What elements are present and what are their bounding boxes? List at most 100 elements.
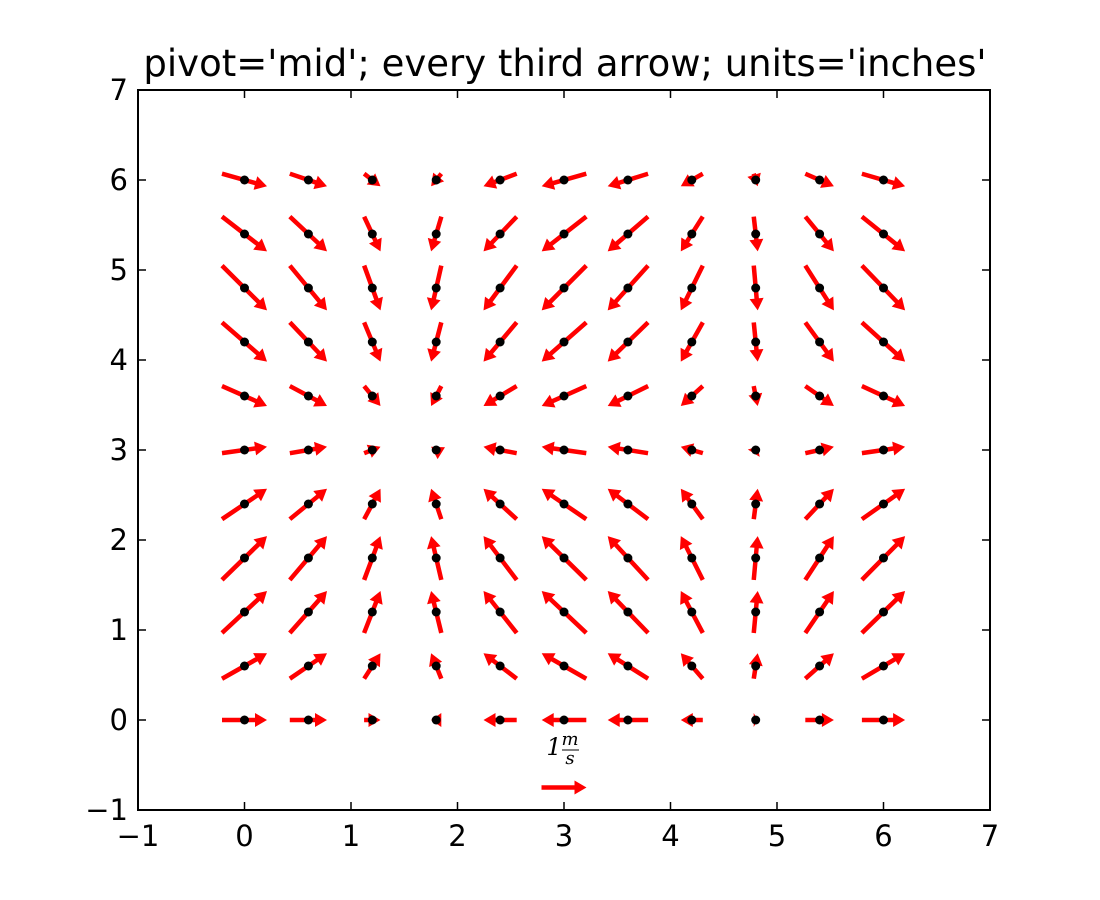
grid-point [431, 553, 441, 563]
grid-point [367, 553, 377, 563]
grid-point [303, 553, 313, 563]
quiver-key-unit-numerator: m [561, 729, 578, 750]
grid-point [431, 445, 441, 455]
grid-point [303, 661, 313, 671]
grid-point [495, 229, 505, 239]
grid-point [431, 229, 441, 239]
grid-point [879, 607, 888, 617]
grid-point [815, 553, 825, 563]
grid-point [303, 337, 313, 347]
grid-point [687, 553, 697, 563]
grid-point [815, 283, 825, 293]
grid-point [303, 445, 313, 455]
grid-point [751, 229, 761, 239]
grid-point [240, 283, 249, 293]
grid-point [687, 229, 697, 239]
grid-point [623, 607, 633, 617]
grid-point [240, 445, 249, 455]
grid-point [303, 175, 313, 185]
grid-point [751, 553, 761, 563]
grid-point [559, 391, 569, 401]
chart-title: pivot='mid'; every third arrow; units='i… [143, 42, 986, 85]
grid-point [687, 337, 697, 347]
axes: −1 0 1 2 3 4 5 6 7 −1 0 1 2 3 4 5 6 7 [85, 73, 999, 853]
grid-point [367, 607, 377, 617]
grid-point [559, 445, 569, 455]
grid-point [240, 229, 249, 239]
y-tick-label: 6 [110, 163, 128, 197]
grid-point [559, 661, 569, 671]
y-tick-label: 0 [110, 703, 128, 737]
grid-point [559, 499, 569, 509]
grid-point [240, 175, 249, 185]
y-tick-label: 3 [110, 433, 128, 467]
grid-point [751, 715, 761, 725]
grid-point [559, 337, 569, 347]
grid-point [559, 175, 569, 185]
grid-point [240, 607, 249, 617]
grid-point [623, 229, 633, 239]
grid-point [815, 391, 825, 401]
grid-point [687, 715, 697, 725]
grid-point [431, 499, 441, 509]
grid-point [495, 445, 505, 455]
grid-point [751, 607, 761, 617]
x-tick-label: 0 [235, 819, 253, 853]
grid-point [687, 661, 697, 671]
grid-point [815, 607, 825, 617]
grid-point [495, 283, 505, 293]
grid-point [303, 283, 313, 293]
grid-point [431, 715, 441, 725]
grid-point [879, 283, 888, 293]
grid-point [751, 445, 761, 455]
grid-point [687, 391, 697, 401]
grid-point [303, 391, 313, 401]
grid-point [623, 175, 633, 185]
grid-point [879, 175, 888, 185]
grid-point [495, 661, 505, 671]
grid-point [559, 715, 569, 725]
grid-point [559, 607, 569, 617]
grid-point [687, 175, 697, 185]
grid-point [879, 229, 888, 239]
quiver-key-number: 1 [546, 733, 561, 761]
grid-point [303, 229, 313, 239]
grid-point [879, 499, 888, 509]
grid-point [623, 553, 633, 563]
grid-point [559, 283, 569, 293]
grid-point [367, 229, 377, 239]
grid-point [240, 661, 249, 671]
grid-point [367, 445, 377, 455]
grid-point [495, 553, 505, 563]
grid-point [495, 607, 505, 617]
grid-point [495, 499, 505, 509]
x-tick-label: 3 [555, 819, 573, 853]
grid-point [751, 337, 761, 347]
y-tick-label: 5 [110, 253, 128, 287]
grid-point [879, 445, 888, 455]
grid-point [879, 553, 888, 563]
grid-point [751, 661, 761, 671]
grid-point [240, 337, 249, 347]
grid-point [687, 445, 697, 455]
grid-point [240, 553, 249, 563]
grid-point [367, 661, 377, 671]
grid-point [240, 391, 249, 401]
x-tick-label: 4 [661, 819, 679, 853]
grid-point [367, 715, 377, 725]
grid-point [559, 229, 569, 239]
grid-point [431, 283, 441, 293]
grid-point [879, 337, 888, 347]
grid-point [367, 283, 377, 293]
quiver-key-unit-denominator: s [565, 748, 574, 769]
y-tick-label: 2 [110, 523, 128, 557]
grid-point [240, 499, 249, 509]
grid-point [815, 715, 825, 725]
grid-point [687, 499, 697, 509]
grid-point [815, 229, 825, 239]
grid-point [431, 661, 441, 671]
grid-point [431, 607, 441, 617]
y-tick-label: −1 [85, 793, 128, 827]
grid-point [367, 499, 377, 509]
grid-point [815, 661, 825, 671]
